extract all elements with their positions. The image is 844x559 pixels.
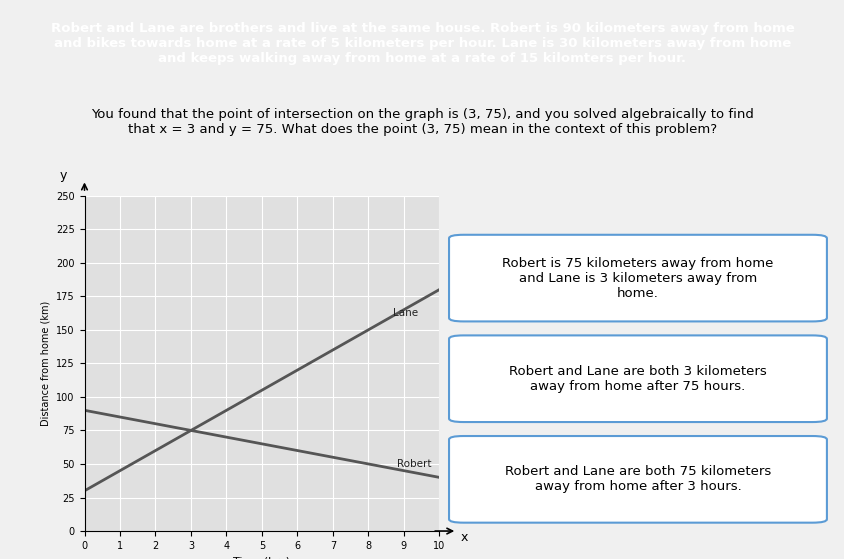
Y-axis label: Distance from home (km): Distance from home (km) bbox=[41, 301, 51, 426]
FancyBboxPatch shape bbox=[448, 335, 826, 422]
FancyBboxPatch shape bbox=[448, 436, 826, 523]
Text: x: x bbox=[460, 531, 468, 544]
X-axis label: Time (hrs): Time (hrs) bbox=[233, 556, 290, 559]
Text: Robert is 75 kilometers away from home
and Lane is 3 kilometers away from
home.: Robert is 75 kilometers away from home a… bbox=[501, 257, 773, 300]
FancyBboxPatch shape bbox=[448, 235, 826, 321]
Text: Robert and Lane are both 75 kilometers
away from home after 3 hours.: Robert and Lane are both 75 kilometers a… bbox=[504, 465, 771, 494]
Text: You found that the point of intersection on the graph is (3, 75), and you solved: You found that the point of intersection… bbox=[91, 108, 753, 136]
Text: Lane: Lane bbox=[392, 307, 418, 318]
Text: Robert: Robert bbox=[397, 458, 430, 468]
Text: y: y bbox=[59, 169, 67, 182]
Text: Robert and Lane are brothers and live at the same house. Robert is 90 kilometers: Robert and Lane are brothers and live at… bbox=[51, 22, 793, 65]
Text: Robert and Lane are both 3 kilometers
away from home after 75 hours.: Robert and Lane are both 3 kilometers aw… bbox=[508, 364, 766, 393]
